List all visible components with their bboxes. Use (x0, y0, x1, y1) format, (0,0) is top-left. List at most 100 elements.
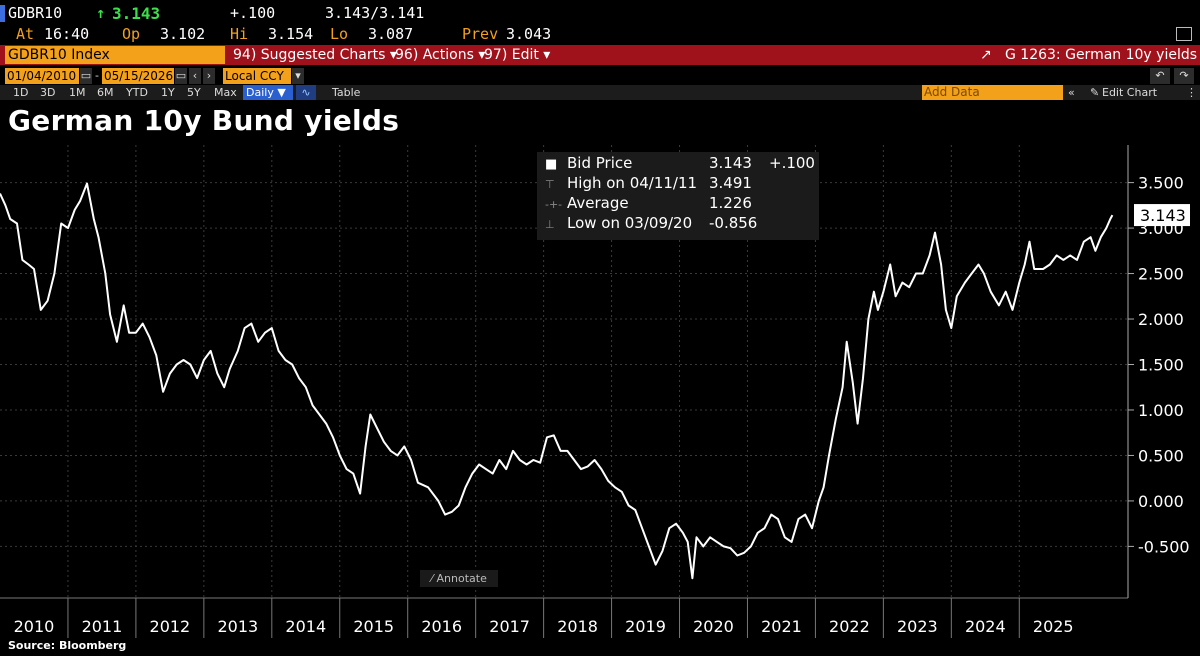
period-3d[interactable]: 3D (40, 86, 56, 99)
chart-title: German 10y Bund yields (8, 104, 400, 137)
x-tick-label: 2010 (14, 617, 55, 636)
legend-high-value: 3.491 (709, 174, 752, 192)
last-price: 3.143 (112, 4, 161, 23)
x-tick-label: 2019 (625, 617, 666, 636)
next-period-icon[interactable]: › (203, 68, 215, 84)
end-date-field[interactable]: 05/15/2026 (102, 68, 174, 84)
x-tick-label: 2012 (150, 617, 191, 636)
at-time: 16:40 (44, 25, 90, 43)
y-tick-label: -0.500 (1138, 537, 1190, 556)
legend-bid-value: 3.143 (709, 154, 752, 172)
x-axis: 2010 2011 2012 2013 2014 2015 2016 2017 2018 2019… (0, 597, 1128, 638)
chart-id: G 1263: German 10y yields (1005, 47, 1198, 63)
quote-stats: At 16:40 Op 3.102 Hi 3.154 Lo 3.087 Prev… (0, 25, 1200, 45)
x-tick-label: 2020 (693, 617, 734, 636)
annotate-label: Annotate (436, 572, 487, 585)
prev-value: 3.043 (506, 25, 552, 43)
y-axis: 3.5003.0002.5002.0001.5001.0000.5000.000… (1127, 145, 1190, 598)
legend-bid-label: Bid Price (567, 154, 633, 172)
y-tick-label: 1.000 (1138, 401, 1184, 420)
legend-average-value: 1.226 (709, 194, 752, 212)
date-separator: - (95, 69, 99, 82)
period-5y[interactable]: 5Y (187, 86, 201, 99)
period-1m[interactable]: 1M (69, 86, 86, 99)
yield-series-line (0, 182, 1114, 580)
x-tick-label: 2022 (829, 617, 870, 636)
y-tick-label: 2.500 (1138, 265, 1184, 284)
y-tick-label: 1.500 (1138, 356, 1184, 375)
x-tick-label: 2016 (421, 617, 462, 636)
x-tick-label: 2013 (217, 617, 258, 636)
annotate-button[interactable]: ⁄ Annotate (420, 570, 498, 587)
undo-icon[interactable]: ↶ (1150, 68, 1170, 84)
x-tick-label: 2023 (897, 617, 938, 636)
end-calendar-icon[interactable]: ▭ (175, 68, 187, 84)
frequency-select[interactable]: Daily ▼ (243, 85, 293, 100)
edit-chart-button[interactable]: Edit Chart (1102, 86, 1158, 99)
low-label: Lo (330, 25, 349, 43)
period-toolbar: 1D 3D 1M 6M YTD 1Y 5Y Max Daily ▼ ∿ Tabl… (0, 85, 1200, 100)
last-value-tag-group: 3.143 (1134, 204, 1190, 227)
legend-bid-icon: ■ (545, 157, 558, 172)
low-value: 3.087 (368, 25, 414, 43)
ticker-marker (0, 5, 5, 22)
open-label: Op (122, 25, 141, 43)
index-name-box[interactable]: GDBR10 Index (5, 46, 225, 64)
redo-icon[interactable]: ↷ (1174, 68, 1194, 84)
collapse-icon[interactable]: « (1068, 86, 1075, 99)
x-tick-label: 2014 (285, 617, 326, 636)
legend-low-value: -0.856 (709, 214, 758, 232)
price-change: +.100 (230, 4, 276, 22)
edit-chart-icon[interactable]: ✎ (1090, 86, 1100, 99)
quote-header: GDBR10 ↑ 3.143 +.100 3.143/3.141 (0, 4, 1200, 24)
start-date-field[interactable]: 01/04/2010 (5, 68, 79, 84)
legend-average-icon: -+- (545, 198, 563, 211)
prev-label: Prev (462, 25, 499, 43)
add-data-field[interactable]: Add Data (922, 85, 1063, 100)
line-chart-icon[interactable]: ∿ (296, 85, 316, 100)
more-options-icon[interactable]: ⋮ (1186, 86, 1197, 99)
legend-bid-change: +.100 (769, 154, 815, 172)
legend-low-label: Low on 03/09/20 (567, 214, 693, 232)
up-arrow-icon: ↑ (96, 4, 106, 22)
last-value-tag (1134, 204, 1190, 227)
y-tick-label: 3.500 (1138, 174, 1184, 193)
period-max[interactable]: Max (214, 86, 237, 99)
period-1y[interactable]: 1Y (161, 86, 175, 99)
x-tick-label: 2015 (353, 617, 394, 636)
external-link-icon[interactable]: ↗ (980, 47, 992, 63)
y-tick-label: 0.000 (1138, 492, 1184, 511)
date-toolbar: 01/04/2010 ▭ - 05/15/2026 ▭ ‹ › Local CC… (0, 68, 1200, 84)
high-value: 3.154 (268, 25, 314, 43)
legend-box: ■ Bid Price 3.143 +.100 ⊤ High on 04/11/… (537, 152, 819, 240)
period-6m[interactable]: 6M (97, 86, 114, 99)
x-tick-label: 2024 (965, 617, 1006, 636)
x-tick-label: 2021 (761, 617, 802, 636)
actions-menu[interactable]: 96) Actions ▾ (395, 47, 486, 63)
y-tick-label: 2.000 (1138, 310, 1184, 329)
ticker-label[interactable]: GDBR10 (8, 4, 63, 22)
legend-average-label: Average (567, 194, 629, 212)
x-tick-label: 2025 (1033, 617, 1074, 636)
last-value-text: 3.143 (1140, 206, 1186, 225)
period-1d[interactable]: 1D (13, 86, 29, 99)
x-tick-label: 2017 (489, 617, 530, 636)
popout-icon[interactable] (1176, 27, 1192, 41)
currency-field[interactable]: Local CCY (223, 68, 291, 84)
suggested-charts-menu[interactable]: 94) Suggested Charts ▾ (233, 47, 397, 63)
prev-period-icon[interactable]: ‹ (189, 68, 201, 84)
table-button[interactable]: Table (332, 86, 361, 99)
source-note: Source: Bloomberg (8, 639, 127, 652)
edit-menu[interactable]: 97) Edit ▾ (484, 47, 551, 63)
y-tick-label: 0.500 (1138, 446, 1184, 465)
start-calendar-icon[interactable]: ▭ (80, 68, 92, 84)
open-value: 3.102 (160, 25, 206, 43)
legend-low-icon: ⊥ (545, 218, 555, 231)
high-label: Hi (230, 25, 249, 43)
legend-high-label: High on 04/11/11 (567, 174, 698, 192)
currency-dropdown-icon[interactable]: ▾ (292, 68, 304, 84)
menu-bar: GDBR10 Index 94) Suggested Charts ▾ 96) … (0, 45, 1200, 65)
period-ytd[interactable]: YTD (126, 86, 148, 99)
x-tick-label: 2011 (82, 617, 123, 636)
